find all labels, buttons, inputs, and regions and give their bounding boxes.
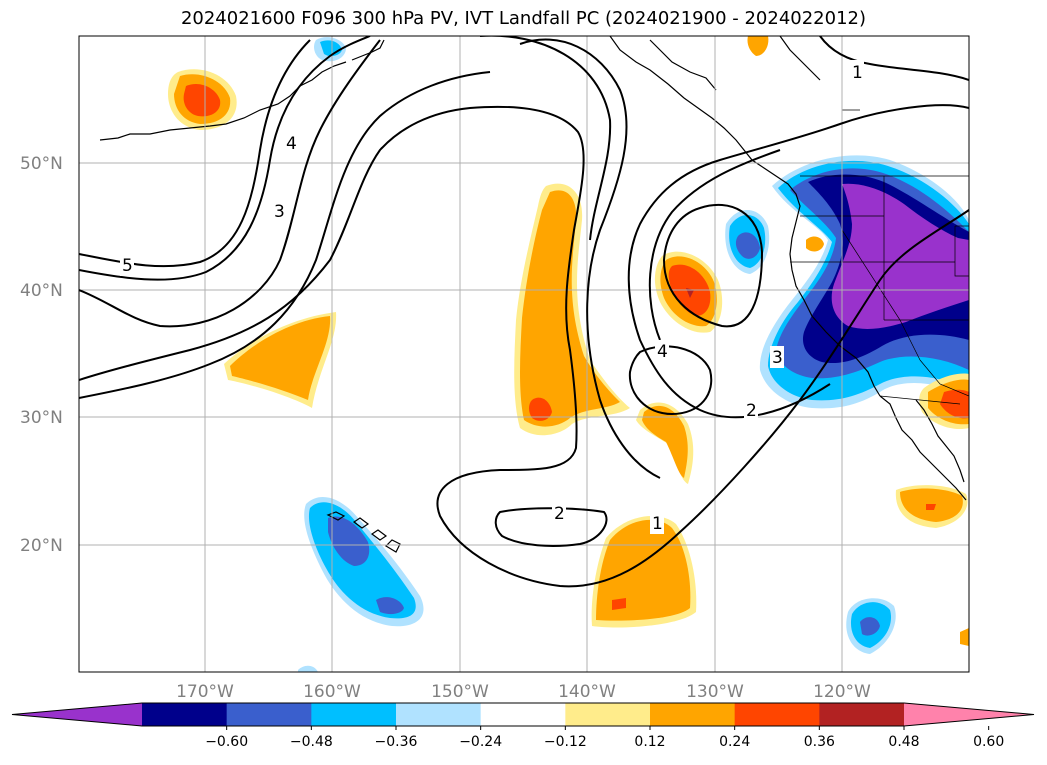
contour-label-2-center: 2 xyxy=(746,401,757,421)
map-frame xyxy=(78,35,970,673)
colorbar-segment xyxy=(819,703,905,726)
lon-label-170w: 170°W xyxy=(176,682,234,702)
lon-label-150w: 150°W xyxy=(431,682,489,702)
colorbar-tick-label: −0.24 xyxy=(459,734,502,750)
pv-anomaly-shading xyxy=(168,36,969,672)
colorbar-tick-label: −0.12 xyxy=(544,734,587,750)
colorbar-tick-label: 0.48 xyxy=(888,734,919,750)
contour-label-4-nw: 4 xyxy=(286,134,297,154)
lon-label-130w: 130°W xyxy=(686,682,744,702)
colorbar-segment xyxy=(480,703,566,726)
colorbar-segment xyxy=(142,703,228,726)
colorbar-segment xyxy=(396,703,482,726)
colorbar-tick-label: 0.24 xyxy=(719,734,750,750)
map-plot-area: 1 2 3 4 5 4 3 2 1 xyxy=(79,36,969,672)
colorbar-extend-high xyxy=(904,703,1034,726)
colorbar-segment xyxy=(650,703,736,726)
colorbar-tick-label: 0.36 xyxy=(804,734,835,750)
lat-label-20n: 20°N xyxy=(20,536,63,556)
lat-label-30n: 30°N xyxy=(20,408,63,428)
contour-label-1-ne: 1 xyxy=(852,63,863,83)
contour-label-5-west: 5 xyxy=(122,256,133,276)
lon-label-140w: 140°W xyxy=(558,682,616,702)
colorbar-segment xyxy=(734,703,820,726)
colorbar-segment xyxy=(311,703,397,726)
colorbar-tick-label: −0.36 xyxy=(375,734,418,750)
lon-label-160w: 160°W xyxy=(303,682,361,702)
colorbar-segment xyxy=(565,703,651,726)
colorbar-extend-low xyxy=(12,703,142,726)
colorbar-outline xyxy=(11,702,1035,727)
lon-label-120w: 120°W xyxy=(813,682,871,702)
colorbar-tick-label: −0.48 xyxy=(290,734,333,750)
contour-label-3-center: 3 xyxy=(772,348,783,368)
contour-label-1-south: 1 xyxy=(652,514,663,534)
colorbar: −0.60 −0.48 −0.36 −0.24 −0.12 0.12 0.24 0.36 0.4… xyxy=(11,702,1035,750)
map-title: 2024021600 F096 300 hPa PV, IVT Landfall… xyxy=(180,8,867,29)
lat-label-50n: 50°N xyxy=(20,154,63,174)
colorbar-tick-label: −0.60 xyxy=(205,734,248,750)
contour-label-2-south: 2 xyxy=(554,504,565,524)
contour-label-4-center: 4 xyxy=(657,342,668,362)
pv-contours xyxy=(79,36,969,588)
lat-label-40n: 40°N xyxy=(20,281,63,301)
contour-label-layer: 1 2 3 4 5 4 3 2 1 xyxy=(120,60,864,534)
contour-label-3-nw: 3 xyxy=(274,202,285,222)
colorbar-tick-label: 0.60 xyxy=(973,734,1004,750)
coastlines xyxy=(99,36,967,553)
colorbar-tick-label: 0.12 xyxy=(634,734,665,750)
gridlines xyxy=(79,36,969,672)
colorbar-segment xyxy=(226,703,312,726)
